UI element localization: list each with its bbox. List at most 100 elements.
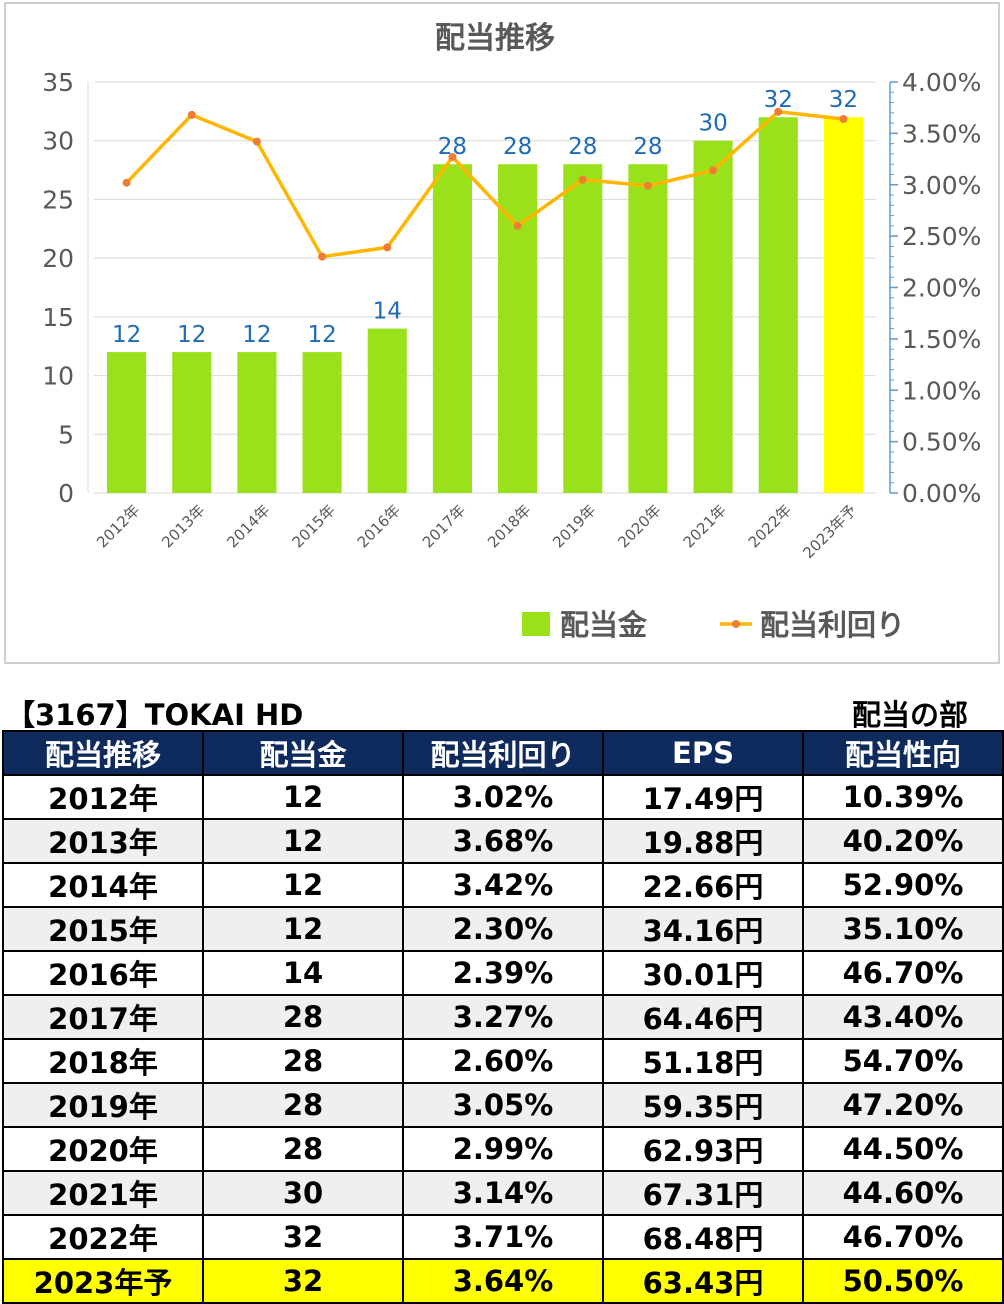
point-yield bbox=[774, 107, 783, 116]
cell-period: 2019年 bbox=[2, 1082, 204, 1128]
bar-data-label: 12 bbox=[307, 322, 336, 348]
cell-dividend: 12 bbox=[202, 862, 404, 908]
legend-swatch-dividend bbox=[522, 612, 550, 636]
table-row: 2019年 28 3.05% 59.35円 47.20% bbox=[2, 1082, 1004, 1128]
bar-dividend bbox=[758, 117, 798, 493]
point-yield bbox=[643, 181, 652, 190]
y-left-tick-label: 30 bbox=[42, 127, 74, 156]
cell-payout: 46.70% bbox=[802, 950, 1004, 996]
bar-dividend bbox=[367, 328, 407, 493]
bar-dividend bbox=[432, 164, 472, 493]
x-tick-label: 2020年 bbox=[614, 501, 664, 551]
table-title: 【3167】TOKAI HD bbox=[6, 698, 304, 732]
cell-dividend: 12 bbox=[202, 906, 404, 952]
cell-eps: 34.16円 bbox=[602, 906, 804, 952]
cell-period: 2023年予 bbox=[2, 1258, 204, 1304]
cell-dividend: 28 bbox=[202, 1126, 404, 1172]
cell-period: 2016年 bbox=[2, 950, 204, 996]
cell-eps: 62.93円 bbox=[602, 1126, 804, 1172]
cell-period: 2012年 bbox=[2, 774, 204, 820]
cell-period: 2018年 bbox=[2, 1038, 204, 1084]
y-right-tick-label: 2.00% bbox=[902, 274, 981, 303]
cell-payout: 44.50% bbox=[802, 1126, 1004, 1172]
bar-dividend bbox=[302, 352, 342, 493]
bar-data-label: 12 bbox=[112, 322, 141, 348]
cell-dividend: 12 bbox=[202, 774, 404, 820]
cell-period: 2014年 bbox=[2, 862, 204, 908]
x-tick-label: 2012年 bbox=[93, 501, 143, 551]
cell-yield: 3.05% bbox=[402, 1082, 604, 1128]
x-tick-label: 2022年 bbox=[745, 501, 795, 551]
table-row: 2013年 12 3.68% 19.88円 40.20% bbox=[2, 818, 1004, 864]
y-left-tick-label: 10 bbox=[42, 362, 74, 391]
bar-dividend bbox=[823, 117, 863, 493]
cell-yield: 2.39% bbox=[402, 950, 604, 996]
x-tick-label: 2015年 bbox=[289, 501, 339, 551]
cell-dividend: 30 bbox=[202, 1170, 404, 1216]
bar-dividend bbox=[107, 352, 147, 493]
table-row: 2016年 14 2.39% 30.01円 46.70% bbox=[2, 950, 1004, 996]
point-yield bbox=[318, 252, 327, 261]
cell-eps: 68.48円 bbox=[602, 1214, 804, 1260]
header-dividend: 配当金 bbox=[202, 730, 404, 776]
bar-data-label: 32 bbox=[829, 87, 858, 113]
bar-dividend bbox=[563, 164, 603, 493]
point-yield bbox=[252, 137, 261, 146]
x-tick-label: 2016年 bbox=[354, 501, 404, 551]
point-yield bbox=[448, 153, 457, 162]
x-tick-label: 2021年 bbox=[680, 501, 730, 551]
y-left-tick-label: 20 bbox=[42, 244, 74, 273]
cell-payout: 47.20% bbox=[802, 1082, 1004, 1128]
bar-dividend bbox=[237, 352, 277, 493]
table-row: 2015年 12 2.30% 34.16円 35.10% bbox=[2, 906, 1004, 952]
table-row: 2023年予 32 3.64% 63.43円 50.50% bbox=[2, 1258, 1004, 1304]
bar-data-label: 14 bbox=[373, 299, 402, 325]
cell-period: 2013年 bbox=[2, 818, 204, 864]
table-row: 2017年 28 3.27% 64.46円 43.40% bbox=[2, 994, 1004, 1040]
bar-data-label: 12 bbox=[177, 322, 206, 348]
y-right-tick-label: 1.50% bbox=[902, 325, 981, 354]
cell-eps: 51.18円 bbox=[602, 1038, 804, 1084]
legend-label-yield: 配当利回り bbox=[760, 608, 905, 642]
cell-period: 2022年 bbox=[2, 1214, 204, 1260]
cell-yield: 3.71% bbox=[402, 1214, 604, 1260]
y-left-tick-label: 25 bbox=[42, 185, 74, 214]
y-right-tick-label: 3.00% bbox=[902, 171, 981, 200]
x-tick-label: 2017年 bbox=[419, 501, 469, 551]
bar-dividend bbox=[628, 164, 668, 493]
cell-payout: 44.60% bbox=[802, 1170, 1004, 1216]
table-row: 2012年 12 3.02% 17.49円 10.39% bbox=[2, 774, 1004, 820]
bar-data-label: 28 bbox=[503, 134, 532, 160]
cell-yield: 3.64% bbox=[402, 1258, 604, 1304]
cell-eps: 64.46円 bbox=[602, 994, 804, 1040]
cell-yield: 3.02% bbox=[402, 774, 604, 820]
cell-dividend: 32 bbox=[202, 1258, 404, 1304]
chart-title: 配当推移 bbox=[435, 21, 555, 56]
point-yield bbox=[187, 110, 196, 119]
cell-eps: 17.49円 bbox=[602, 774, 804, 820]
line-yield bbox=[125, 110, 844, 259]
cell-eps: 67.31円 bbox=[602, 1170, 804, 1216]
point-yield bbox=[513, 221, 522, 230]
table-row: 2021年 30 3.14% 67.31円 44.60% bbox=[2, 1170, 1004, 1216]
y-right-tick-label: 0.00% bbox=[902, 479, 981, 508]
cell-payout: 35.10% bbox=[802, 906, 1004, 952]
table-row: 2020年 28 2.99% 62.93円 44.50% bbox=[2, 1126, 1004, 1172]
cell-dividend: 28 bbox=[202, 1038, 404, 1084]
cell-yield: 3.14% bbox=[402, 1170, 604, 1216]
cell-eps: 59.35円 bbox=[602, 1082, 804, 1128]
cell-payout: 40.20% bbox=[802, 818, 1004, 864]
legend-label-dividend: 配当金 bbox=[560, 608, 648, 642]
cell-payout: 52.90% bbox=[802, 862, 1004, 908]
x-tick-label: 2018年 bbox=[484, 501, 534, 551]
cell-payout: 54.70% bbox=[802, 1038, 1004, 1084]
cell-period: 2021年 bbox=[2, 1170, 204, 1216]
cell-eps: 30.01円 bbox=[602, 950, 804, 996]
cell-period: 2017年 bbox=[2, 994, 204, 1040]
point-yield bbox=[839, 114, 848, 123]
cell-eps: 63.43円 bbox=[602, 1258, 804, 1304]
x-tick-label: 2019年 bbox=[549, 501, 599, 551]
cell-dividend: 32 bbox=[202, 1214, 404, 1260]
point-yield bbox=[122, 178, 131, 187]
point-yield bbox=[709, 166, 718, 175]
